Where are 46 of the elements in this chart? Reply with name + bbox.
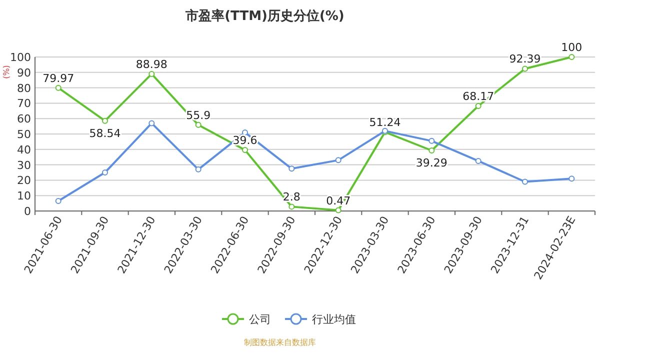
data-label: 2.8	[282, 190, 300, 204]
point	[242, 129, 248, 136]
point	[148, 70, 155, 77]
point	[522, 66, 528, 72]
point	[55, 84, 62, 91]
point	[428, 147, 435, 154]
y-tick-label: 60	[17, 112, 31, 126]
y-tick-label: 0	[24, 205, 31, 218]
data-label: 39.29	[416, 156, 448, 170]
y-tick-label: 90	[17, 66, 31, 80]
legend-label: 行业均值	[312, 313, 356, 326]
point	[288, 204, 295, 210]
y-axis-title: (%)	[2, 65, 11, 79]
point	[195, 122, 202, 128]
point	[102, 170, 108, 176]
data-label: 79.97	[42, 72, 74, 85]
point	[568, 54, 575, 60]
point	[335, 207, 342, 214]
point	[568, 176, 575, 182]
point	[475, 103, 482, 110]
data-label: 88.98	[136, 58, 168, 71]
point	[102, 118, 108, 124]
y-tick-label: 70	[17, 97, 31, 110]
point	[288, 166, 295, 172]
chart-title: 市盈率(TTM)历史分位(%)	[184, 8, 344, 24]
point	[428, 138, 435, 144]
point	[55, 198, 62, 204]
data-label: 58.54	[89, 126, 121, 140]
text: 制图数据来自数据库	[244, 338, 316, 347]
y-tick-label: 10	[17, 190, 31, 203]
point	[522, 178, 528, 185]
point	[335, 157, 342, 164]
data-label: 92.39	[509, 52, 541, 66]
point	[195, 166, 202, 172]
legend-label: 公司	[249, 313, 271, 326]
y-tick-label: 100	[10, 51, 31, 64]
point	[242, 147, 248, 154]
point	[148, 120, 155, 126]
point	[475, 158, 482, 164]
y-tick-label: 40	[17, 143, 31, 156]
data-label: 100	[561, 41, 582, 54]
y-tick-label: 20	[17, 174, 31, 188]
y-tick-label: 30	[17, 158, 31, 172]
y-tick-label: 50	[17, 128, 31, 141]
data-label: 51.24	[369, 116, 401, 130]
y-tick-label: 80	[17, 82, 31, 95]
